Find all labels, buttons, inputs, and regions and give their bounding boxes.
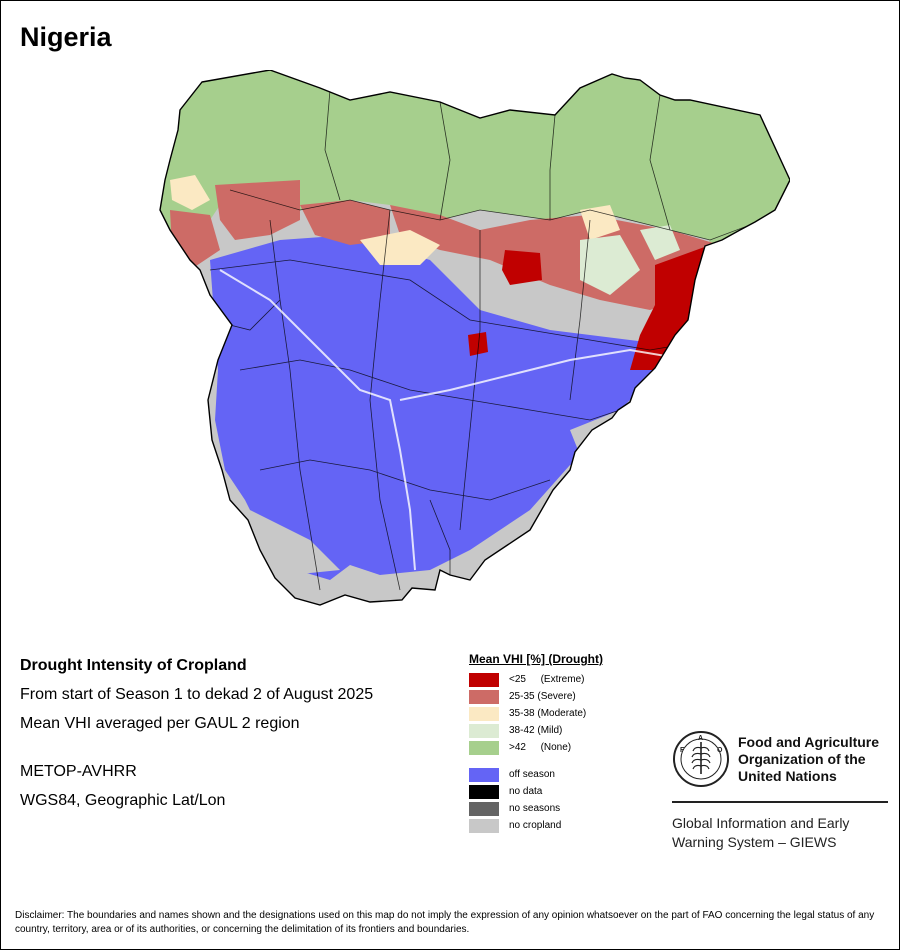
legend-item-mild: 38-42 (Mild) <box>469 722 603 739</box>
fao-divider <box>672 801 888 803</box>
svg-text:O: O <box>717 747 723 754</box>
zone-severe-central <box>390 205 720 310</box>
giews-label: Global Information and Early Warning Sys… <box>672 814 888 852</box>
admin-boundaries <box>209 89 790 591</box>
legend-label: (None) <box>540 742 572 753</box>
zone-mild-center <box>580 235 640 295</box>
legend-label: (Moderate) <box>537 708 587 719</box>
giews-line: Warning System – GIEWS <box>672 834 837 850</box>
zone-no-cropland-southwest <box>250 510 340 575</box>
map-info: Drought Intensity of Cropland From start… <box>20 657 373 821</box>
svg-text:A: A <box>698 735 703 742</box>
legend-item-no-cropland: no cropland <box>469 817 603 834</box>
zone-severe-central-west <box>300 200 390 245</box>
map-projection: WGS84, Geographic Lat/Lon <box>20 792 226 809</box>
legend-code: >42 <box>509 742 526 753</box>
disclaimer: Disclaimer: The boundaries and names sho… <box>15 910 875 935</box>
legend-swatch <box>469 740 499 755</box>
map-method: Mean VHI averaged per GAUL 2 region <box>20 715 300 732</box>
zone-moderate-center <box>360 230 440 265</box>
legend-swatch <box>469 818 499 833</box>
legend-swatch <box>469 723 499 738</box>
zone-moderate-ne <box>580 205 620 240</box>
legend-label: off season <box>509 769 555 780</box>
river-niger <box>219 269 416 571</box>
fao-logo-icon: F A O <box>673 731 729 787</box>
zone-extreme-spot <box>468 332 488 356</box>
legend-item-off-season: off season <box>469 766 603 783</box>
legend-swatch <box>469 706 499 721</box>
legend-swatch <box>469 672 499 687</box>
legend-item-none: >42 (None) <box>469 739 603 756</box>
legend-label: (Severe) <box>537 691 576 702</box>
map-sensor: METOP-AVHRR <box>20 763 137 780</box>
legend-swatch <box>469 784 499 799</box>
zone-extreme-north-central <box>502 250 542 285</box>
legend-label: (Extreme) <box>540 674 585 685</box>
legend: Mean VHI [%] (Drought) <25 (Extreme) 25-… <box>469 652 603 834</box>
legend-label: no cropland <box>509 820 562 831</box>
map-period: From start of Season 1 to dekad 2 of Aug… <box>20 686 374 703</box>
legend-label: (Mild) <box>537 725 563 736</box>
legend-swatch <box>469 767 499 782</box>
legend-code: <25 <box>509 674 526 685</box>
zone-severe-northwest <box>215 180 300 240</box>
giews-line: Global Information and Early <box>672 815 850 831</box>
legend-label: no seasons <box>509 803 561 814</box>
fao-name-line: United Nations <box>738 768 837 784</box>
zone-mild-east <box>640 225 680 260</box>
zone-moderate-nw <box>170 175 210 210</box>
country-title: Nigeria <box>20 22 112 52</box>
legend-title: Mean VHI [%] (Drought) <box>469 652 603 666</box>
legend-item-no-data: no data <box>469 783 603 800</box>
legend-item-no-seasons: no seasons <box>469 800 603 817</box>
river-benue <box>399 348 691 401</box>
legend-code: 38-42 <box>509 725 535 736</box>
fao-name-line: Food and Agriculture <box>738 734 880 750</box>
legend-label: no data <box>509 786 543 797</box>
legend-swatch <box>469 689 499 704</box>
legend-item-severe: 25-35 (Severe) <box>469 688 603 705</box>
fao-name: Food and Agriculture Organization of the… <box>738 734 898 785</box>
zone-off-season-south <box>210 235 710 580</box>
fao-name-line: Organization of the <box>738 751 866 767</box>
map-title: Drought Intensity of Cropland <box>20 657 247 674</box>
legend-item-extreme: <25 (Extreme) <box>469 671 603 688</box>
legend-item-moderate: 35-38 (Moderate) <box>469 705 603 722</box>
svg-text:F: F <box>680 747 685 754</box>
legend-code: 35-38 <box>509 708 535 719</box>
legend-code: 25-35 <box>509 691 535 702</box>
nigeria-outline <box>159 70 790 606</box>
legend-swatch <box>469 801 499 816</box>
drought-map <box>159 70 790 606</box>
